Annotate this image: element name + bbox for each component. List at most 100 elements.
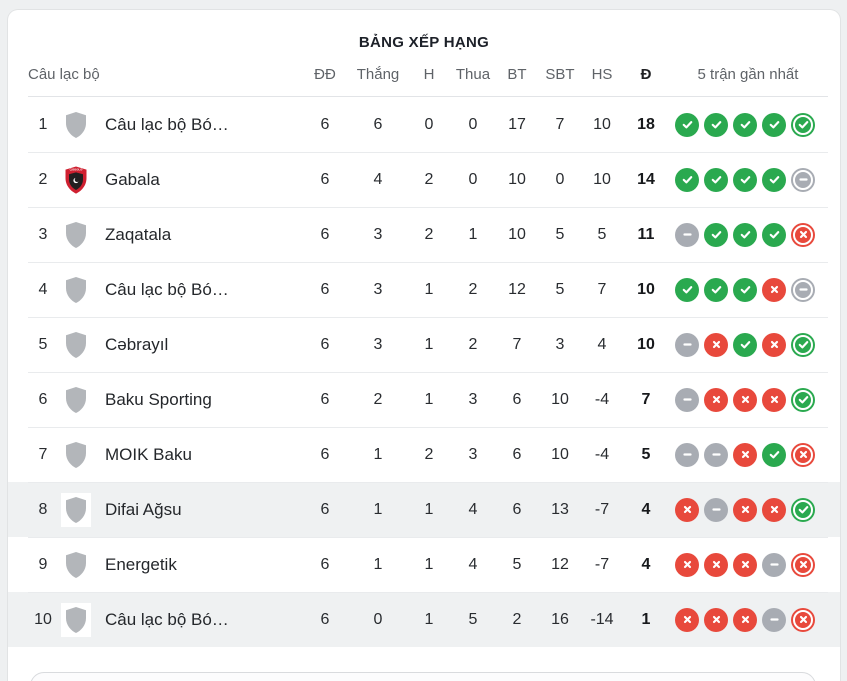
stat-goal-diff: 5 (597, 225, 607, 243)
stat-goals-for: 6 (512, 390, 522, 408)
loss-icon (704, 552, 728, 577)
stat-draws: 0 (424, 115, 434, 133)
club-name: Câu lạc bộ Bó… (105, 279, 229, 299)
loss-icon (704, 607, 728, 632)
table-row[interactable]: 6 Baku Sporting 6 2 1 3 6 10 -4 7 (8, 372, 840, 427)
loss-icon (675, 497, 699, 522)
shield-placeholder-icon (61, 327, 91, 362)
shield-placeholder-icon (61, 437, 91, 472)
column-header-goals-for: BT (507, 65, 527, 83)
table-row[interactable]: 5 Cəbrayıl 6 3 1 2 7 3 4 10 (8, 317, 840, 372)
form-cell (668, 387, 828, 412)
stat-points: 10 (637, 335, 655, 353)
stat-losses: 0 (468, 115, 478, 133)
stat-points: 4 (641, 555, 651, 573)
table-row[interactable]: 3 Zaqatala 6 3 2 1 10 5 5 11 (8, 207, 840, 262)
table-row[interactable]: 2 QƏBƏLƏ Gabala 6 4 2 0 10 0 10 14 (8, 152, 840, 207)
loss-icon (791, 442, 815, 467)
club-crest-cell: QƏBƏLƏ (58, 162, 94, 197)
stat-losses: 5 (468, 610, 478, 628)
table-row[interactable]: 9 Energetik 6 1 1 4 5 12 -7 4 (8, 537, 840, 592)
draw-icon (675, 442, 699, 467)
stat-played: 6 (320, 115, 330, 133)
column-header-wins: Thắng (356, 65, 400, 83)
stat-goal-diff: 10 (593, 170, 611, 188)
column-header-draws: H (423, 65, 435, 83)
stat-draws: 2 (424, 445, 434, 463)
loss-icon (675, 552, 699, 577)
next-section-card (30, 672, 816, 681)
win-icon (704, 277, 728, 302)
shield-placeholder-icon (61, 272, 91, 307)
stat-losses: 3 (468, 445, 478, 463)
stat-draws: 1 (424, 280, 434, 298)
win-icon (733, 332, 757, 357)
stat-wins: 0 (373, 610, 383, 628)
stat-points: 11 (637, 225, 655, 243)
loss-icon (675, 607, 699, 632)
stat-goals-against: 5 (555, 280, 565, 298)
win-icon (704, 222, 728, 247)
table-row[interactable]: 7 MOIK Baku 6 1 2 3 6 10 -4 5 (8, 427, 840, 482)
club-crest-cell (58, 272, 94, 307)
table-row[interactable]: 1 Câu lạc bộ Bó… 6 6 0 0 17 7 10 18 (8, 97, 840, 152)
stat-goals-for: 5 (512, 555, 522, 573)
club-crest-cell (58, 107, 94, 142)
form-cell (668, 607, 828, 632)
stat-points: 14 (637, 170, 655, 188)
table-row[interactable]: 4 Câu lạc bộ Bó… 6 3 1 2 12 5 7 10 (8, 262, 840, 317)
column-header-played: ĐĐ (314, 65, 336, 83)
loss-icon (762, 387, 786, 412)
stat-goal-diff: -7 (594, 500, 610, 518)
stat-goals-against: 0 (555, 170, 565, 188)
club-crest-cell (58, 382, 94, 417)
win-icon (762, 112, 786, 137)
win-icon (733, 277, 757, 302)
stat-played: 6 (320, 445, 330, 463)
shield-placeholder-icon (61, 492, 91, 527)
club-name: Cəbrayıl (105, 334, 169, 354)
stat-goals-for: 6 (512, 500, 522, 518)
rank-cell: 5 (38, 335, 48, 353)
club-crest-cell (58, 547, 94, 582)
stat-wins: 3 (373, 335, 383, 353)
rank-cell: 10 (34, 610, 52, 628)
loss-icon (791, 607, 815, 632)
form-cell (668, 442, 828, 467)
loss-icon (791, 552, 815, 577)
stat-draws: 1 (424, 335, 434, 353)
table-row[interactable]: 10 Câu lạc bộ Bó… 6 0 1 5 2 16 -14 1 (8, 592, 840, 647)
form-cell (668, 222, 828, 247)
win-icon (762, 442, 786, 467)
win-icon (733, 167, 757, 192)
stat-points: 5 (641, 445, 651, 463)
club-name: Difai Ağsu (105, 499, 182, 519)
stat-goal-diff: -4 (594, 390, 610, 408)
column-header-losses: Thua (455, 65, 491, 83)
rank-cell: 9 (38, 555, 48, 573)
column-header-goals-against: SBT (545, 65, 575, 83)
form-cell (668, 552, 828, 577)
stat-wins: 6 (373, 115, 383, 133)
stat-goal-diff: -14 (590, 610, 614, 628)
rank-cell: 4 (38, 280, 48, 298)
loss-icon (733, 387, 757, 412)
shield-placeholder-icon (61, 547, 91, 582)
stat-goals-against: 10 (551, 445, 569, 463)
stat-goals-against: 3 (555, 335, 565, 353)
stat-draws: 1 (424, 390, 434, 408)
win-icon (704, 167, 728, 192)
stat-played: 6 (320, 500, 330, 518)
standings-rows: 1 Câu lạc bộ Bó… 6 6 0 0 17 7 10 18 2 QƏ… (8, 97, 840, 647)
stat-wins: 3 (373, 280, 383, 298)
rank-cell: 2 (38, 170, 48, 188)
loss-icon (733, 607, 757, 632)
stat-goals-for: 10 (508, 170, 526, 188)
stat-draws: 1 (424, 610, 434, 628)
stat-goals-for: 2 (512, 610, 522, 628)
table-row[interactable]: 8 Difai Ağsu 6 1 1 4 6 13 -7 4 (8, 482, 840, 537)
stat-wins: 1 (373, 500, 383, 518)
rank-cell: 6 (38, 390, 48, 408)
form-cell (668, 277, 828, 302)
draw-icon (675, 387, 699, 412)
